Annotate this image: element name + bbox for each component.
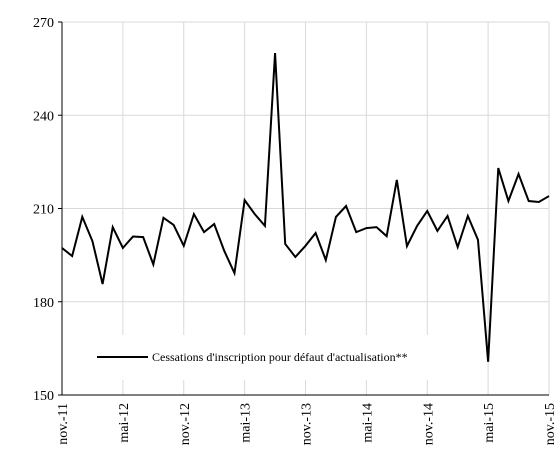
x-tick-label: mai-12	[117, 403, 132, 443]
x-tick-label: nov.-12	[178, 403, 193, 445]
y-tick-label: 210	[33, 203, 54, 218]
y-tick-label: 270	[33, 16, 54, 31]
x-tick-label: mai-15	[482, 403, 497, 443]
x-tick-label: nov.-13	[300, 403, 315, 445]
legend-box	[90, 335, 470, 380]
y-tick-label: 150	[33, 389, 54, 404]
y-tick-label: 240	[33, 109, 54, 124]
y-tick-label: 180	[33, 296, 54, 311]
data-line	[61, 53, 550, 362]
x-tick-label: nov.-11	[56, 403, 71, 445]
x-tick-label: nov.-15	[543, 403, 558, 445]
x-tick-label: nov.-14	[421, 403, 436, 445]
legend-label: Cessations d'inscription pour défaut d'a…	[152, 350, 408, 364]
x-tick-label: mai-14	[360, 403, 375, 443]
x-tick-label: mai-13	[239, 403, 254, 443]
